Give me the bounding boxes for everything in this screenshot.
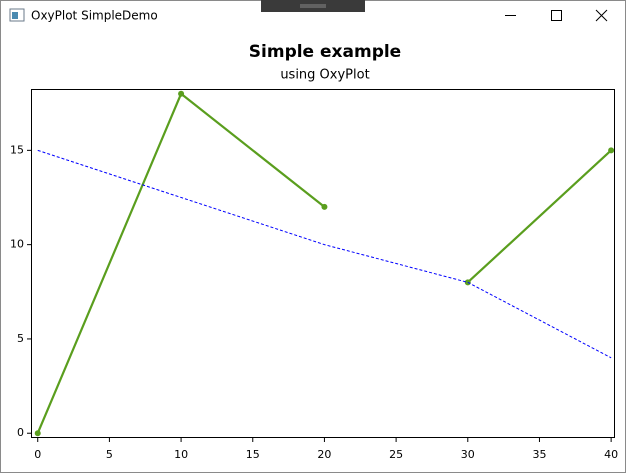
y-tick-label: 10 — [10, 238, 24, 251]
x-tick-label: 25 — [389, 448, 403, 461]
x-tick-label: 40 — [604, 448, 618, 461]
data-point — [321, 203, 328, 210]
x-tick-label: 15 — [246, 448, 260, 461]
y-tick-label: 0 — [17, 426, 24, 439]
x-tick-label: 30 — [461, 448, 475, 461]
data-point — [178, 90, 185, 97]
y-tick-label: 15 — [10, 143, 24, 156]
data-point — [34, 430, 41, 437]
x-tick-label: 5 — [106, 448, 113, 461]
x-tick-label: 35 — [532, 448, 546, 461]
chart-title: Simple example — [249, 42, 401, 62]
app-icon — [12, 12, 18, 19]
series-line — [37, 149, 612, 359]
maximize-button[interactable] — [551, 10, 562, 21]
x-tick-label: 0 — [34, 448, 41, 461]
y-tick-label: 5 — [17, 332, 24, 345]
snap-bar[interactable] — [261, 0, 365, 12]
data-point — [608, 147, 615, 154]
window-title: OxyPlot SimpleDemo — [31, 9, 158, 23]
x-tick-label: 20 — [317, 448, 331, 461]
x-tick-label: 10 — [174, 448, 188, 461]
close-button[interactable] — [595, 9, 608, 22]
plot-area — [31, 89, 615, 438]
chart-subtitle: using OxyPlot — [280, 68, 369, 83]
